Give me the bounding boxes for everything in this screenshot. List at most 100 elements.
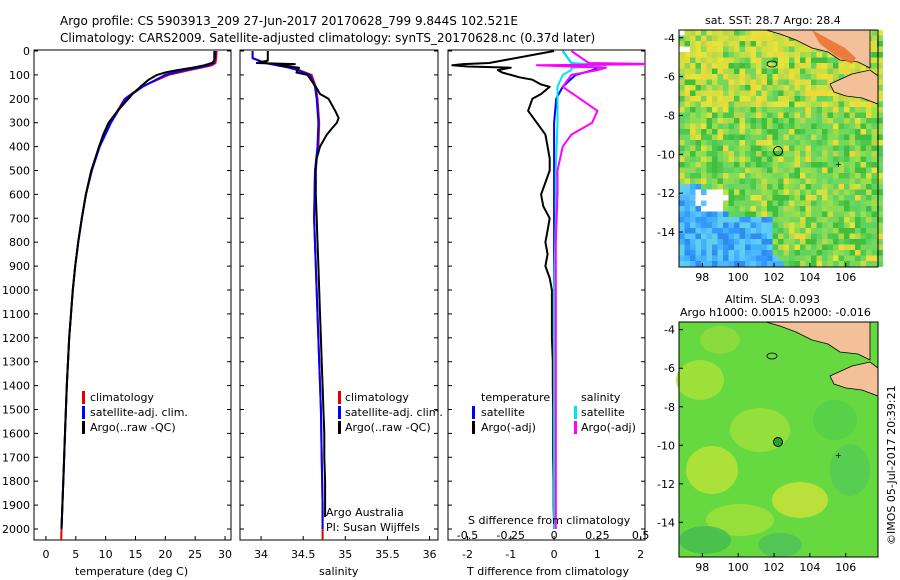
sst-cell: [728, 79, 735, 86]
sst-cell: [877, 129, 883, 135]
lat-tick-label: -14: [657, 516, 675, 529]
sst-cell: [800, 129, 806, 135]
sst-cell: [789, 255, 795, 262]
depth-tick-label: 1900: [2, 499, 30, 512]
sst-cell: [684, 145, 691, 152]
depth-tick-label: 1200: [2, 332, 30, 345]
sst-cell: [690, 35, 696, 42]
sst-cell: [844, 250, 850, 256]
sst-cell: [701, 107, 707, 113]
sst-cell: [849, 162, 856, 168]
sst-cell: [855, 195, 861, 201]
sst-cell: [794, 63, 801, 69]
sst-cell: [794, 79, 801, 86]
sst-cell: [684, 244, 691, 251]
sst-cell: [761, 184, 768, 190]
sst-cell: [778, 189, 784, 196]
sst-cell: [805, 90, 812, 97]
sst-cell: [750, 217, 757, 223]
sst-cell: [805, 63, 812, 69]
sst-cell: [783, 195, 790, 201]
sst-cell: [717, 228, 724, 234]
sst-cell: [778, 63, 784, 69]
sst-cell: [701, 90, 707, 97]
sst-cell: [723, 63, 729, 69]
sst-cell: [717, 178, 724, 185]
sst-cell: [756, 162, 762, 168]
sst-cell: [750, 112, 757, 119]
sst-cell: [877, 195, 883, 201]
sst-cell: [750, 261, 757, 267]
sst-cell: [816, 233, 823, 240]
sst-cell: [772, 184, 779, 190]
sst-cell: [860, 118, 867, 124]
sst-cell: [701, 145, 707, 152]
sst-cell: [811, 79, 817, 86]
sst-cell: [844, 101, 850, 108]
salinity-legend: climatology satellite-adj. clim. Argo(..…: [338, 391, 443, 434]
sst-cell: [756, 134, 762, 141]
sst-cell: [750, 211, 757, 218]
sst-cell: [728, 244, 735, 251]
sst-cell: [767, 68, 773, 75]
sst-cell: [871, 239, 878, 245]
sst-cell: [701, 52, 707, 58]
sst-cell: [816, 184, 823, 190]
sst-cell: [745, 46, 751, 53]
depth-tick-label: 200: [9, 93, 30, 106]
sst-cell: [789, 233, 795, 240]
sst-cell: [783, 123, 790, 130]
sst-cell: [772, 129, 779, 135]
temperature-plot-frame: [33, 49, 232, 541]
sst-cell: [827, 118, 834, 124]
sst-cell: [794, 134, 801, 141]
sst-cell: [695, 85, 702, 91]
sst-cell: [679, 167, 685, 174]
lon-tick-label: 104: [799, 561, 820, 574]
sst-cell: [717, 162, 724, 168]
sst-cell: [723, 261, 729, 267]
sst-cell: [750, 57, 757, 64]
sst-cell: [717, 52, 724, 58]
sst-cell: [701, 162, 707, 168]
sst-cell: [778, 41, 784, 47]
sst-cell: [767, 52, 773, 58]
sst-cell: [827, 112, 834, 119]
sst-cell: [800, 140, 806, 146]
difference-profiles: [451, 50, 645, 530]
depth-tick-label: 0: [23, 45, 30, 58]
sst-cell: [871, 140, 878, 146]
legend-label-sal-argo: Argo(-adj): [581, 421, 636, 434]
sst-cell: [789, 85, 795, 91]
sst-cell: [739, 41, 746, 47]
sst-cell: [849, 211, 856, 218]
sst-cell: [783, 74, 790, 80]
sst-cell: [783, 68, 790, 75]
sst-cell: [728, 167, 735, 174]
sst-cell: [805, 244, 812, 251]
sst-cell: [761, 250, 768, 256]
sst-cell: [695, 46, 702, 53]
sst-cell: [783, 134, 790, 141]
difference-legend: temperature satellite Argo(-adj) salinit…: [472, 391, 636, 434]
sst-cell: [745, 222, 751, 229]
sst-cell: [816, 178, 823, 185]
sst-cell: [717, 123, 724, 130]
sst-cell: [800, 156, 806, 163]
argo-float-marker: [773, 146, 783, 156]
sst-cell: [778, 134, 784, 141]
sst-cell: [756, 90, 762, 97]
sst-cell: [712, 123, 718, 130]
sst-cell: [739, 211, 746, 218]
sla-anomaly-blob: [772, 482, 828, 518]
sst-cell: [690, 52, 696, 58]
sst-cell: [679, 173, 685, 179]
sst-cell: [794, 123, 801, 130]
sst-cell: [706, 151, 713, 157]
lat-tick-label: -14: [657, 226, 675, 239]
sst-cell: [866, 173, 872, 179]
sst-cell: [800, 96, 806, 102]
sst-cell: [712, 222, 718, 229]
sst-cell: [789, 189, 795, 196]
sst-cell: [761, 35, 768, 42]
